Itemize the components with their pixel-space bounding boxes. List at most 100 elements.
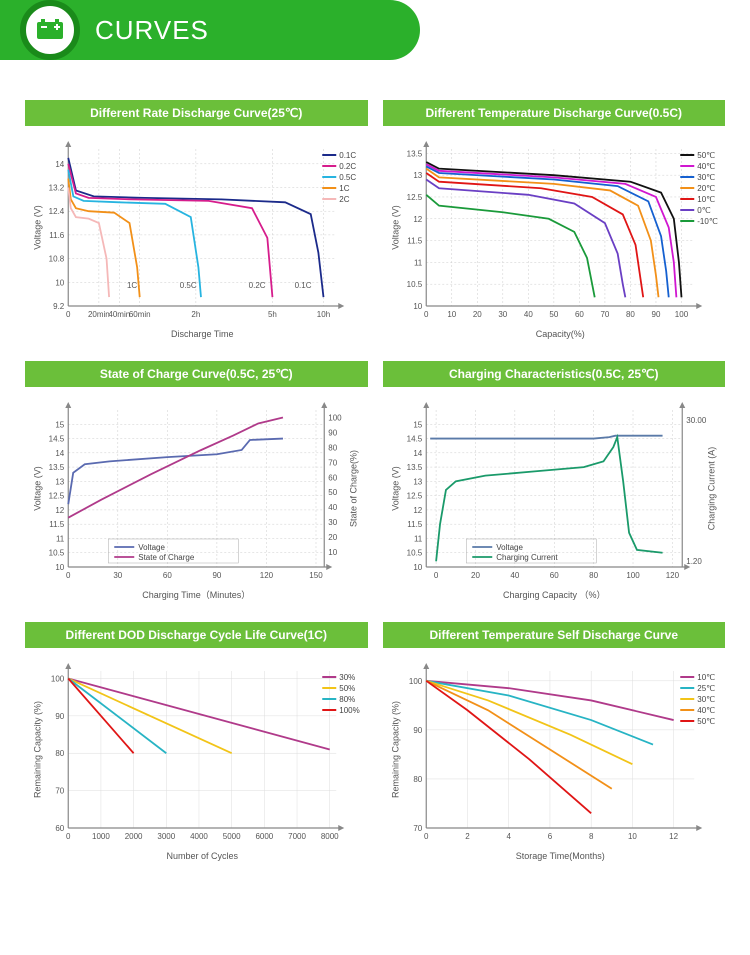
svg-text:14.5: 14.5 [49, 435, 65, 444]
svg-text:100%: 100% [339, 706, 359, 715]
svg-text:60: 60 [574, 310, 583, 319]
svg-text:2: 2 [465, 832, 470, 841]
svg-text:10.8: 10.8 [49, 255, 65, 264]
svg-text:10: 10 [328, 548, 337, 557]
svg-text:20: 20 [472, 310, 481, 319]
svg-text:11.5: 11.5 [407, 520, 423, 529]
svg-text:13.2: 13.2 [49, 184, 65, 193]
svg-text:20min: 20min [88, 310, 110, 319]
svg-text:10℃: 10℃ [697, 195, 715, 204]
svg-text:50: 50 [549, 310, 558, 319]
svg-text:10: 10 [55, 563, 64, 572]
svg-text:80: 80 [413, 775, 422, 784]
svg-text:Remaining Capacity (%): Remaining Capacity (%) [32, 701, 42, 798]
svg-text:Remaining Capacity (%): Remaining Capacity (%) [390, 701, 400, 798]
svg-text:11: 11 [413, 258, 422, 267]
svg-text:Charging Current (A): Charging Current (A) [706, 447, 716, 531]
svg-text:15: 15 [413, 420, 422, 429]
svg-text:1C: 1C [127, 281, 137, 290]
svg-text:11.5: 11.5 [49, 520, 65, 529]
svg-text:14: 14 [55, 449, 64, 458]
svg-text:25℃: 25℃ [697, 684, 715, 693]
svg-text:80: 80 [55, 749, 64, 758]
svg-text:100: 100 [328, 413, 342, 422]
svg-text:90: 90 [55, 712, 64, 721]
svg-text:90: 90 [328, 428, 337, 437]
svg-text:Storage Time(Months): Storage Time(Months) [515, 851, 604, 861]
svg-text:11: 11 [413, 534, 422, 543]
svg-text:Voltage (V): Voltage (V) [390, 205, 400, 250]
svg-text:30℃: 30℃ [697, 173, 715, 182]
svg-text:8: 8 [588, 832, 593, 841]
svg-text:12.5: 12.5 [406, 193, 422, 202]
chart-title: Different Temperature Self Discharge Cur… [383, 622, 726, 648]
svg-text:60: 60 [55, 824, 64, 833]
svg-text:Voltage (V): Voltage (V) [390, 466, 400, 511]
page-header: CURVES [0, 0, 420, 60]
svg-text:10.5: 10.5 [49, 549, 65, 558]
svg-text:10: 10 [55, 278, 64, 287]
svg-text:15: 15 [55, 420, 64, 429]
svg-text:2h: 2h [191, 310, 200, 319]
svg-text:12: 12 [55, 506, 64, 515]
svg-text:11: 11 [56, 534, 65, 543]
svg-text:40min: 40min [108, 310, 130, 319]
chart-panel: Charging Characteristics(0.5C, 25℃)1010.… [383, 361, 726, 602]
svg-text:5000: 5000 [223, 832, 241, 841]
svg-text:State of Charge(%): State of Charge(%) [348, 450, 358, 527]
svg-text:50℃: 50℃ [697, 717, 715, 726]
svg-text:60: 60 [163, 571, 172, 580]
chart-panel: Different DOD Discharge Cycle Life Curve… [25, 622, 368, 863]
svg-text:60: 60 [549, 571, 558, 580]
svg-text:13: 13 [413, 171, 422, 180]
svg-text:4000: 4000 [190, 832, 208, 841]
svg-text:120: 120 [665, 571, 679, 580]
svg-text:11.5: 11.5 [407, 237, 423, 246]
svg-text:30%: 30% [339, 673, 355, 682]
svg-text:10: 10 [627, 832, 636, 841]
svg-text:14: 14 [55, 160, 64, 169]
svg-text:0: 0 [433, 571, 438, 580]
svg-text:Capacity(%): Capacity(%) [535, 329, 584, 339]
chart-panel: Different Rate Discharge Curve(25℃)9.210… [25, 100, 368, 341]
svg-text:0: 0 [424, 310, 429, 319]
chart-title: State of Charge Curve(0.5C, 25℃) [25, 361, 368, 387]
svg-text:30: 30 [113, 571, 122, 580]
svg-text:80: 80 [328, 443, 337, 452]
svg-text:12: 12 [413, 506, 422, 515]
svg-text:0.1C: 0.1C [295, 281, 312, 290]
svg-text:0: 0 [424, 832, 429, 841]
svg-text:3000: 3000 [157, 832, 175, 841]
svg-text:5h: 5h [268, 310, 277, 319]
svg-text:100: 100 [408, 677, 422, 686]
svg-text:30℃: 30℃ [697, 695, 715, 704]
svg-text:2C: 2C [339, 195, 349, 204]
svg-text:Charging Current: Charging Current [496, 553, 558, 562]
svg-text:12.5: 12.5 [49, 492, 65, 501]
svg-text:8000: 8000 [321, 832, 339, 841]
svg-text:0.2C: 0.2C [249, 281, 266, 290]
svg-text:0.5C: 0.5C [180, 281, 197, 290]
chart-title: Different Temperature Discharge Curve(0.… [383, 100, 726, 126]
chart-panel: Different Temperature Self Discharge Cur… [383, 622, 726, 863]
svg-text:0: 0 [66, 832, 71, 841]
svg-text:Voltage (V): Voltage (V) [32, 205, 42, 250]
svg-text:12.4: 12.4 [49, 207, 65, 216]
svg-text:4: 4 [506, 832, 511, 841]
svg-text:-10℃: -10℃ [697, 217, 718, 226]
page-title: CURVES [95, 15, 209, 46]
svg-text:100: 100 [674, 310, 688, 319]
svg-text:6: 6 [547, 832, 552, 841]
svg-text:Voltage: Voltage [496, 543, 523, 552]
battery-icon [20, 0, 80, 60]
svg-text:20: 20 [471, 571, 480, 580]
svg-text:12.5: 12.5 [406, 492, 422, 501]
svg-text:60min: 60min [129, 310, 151, 319]
svg-text:60: 60 [328, 473, 337, 482]
svg-text:0.5C: 0.5C [339, 173, 356, 182]
svg-text:50: 50 [328, 488, 337, 497]
svg-text:14: 14 [413, 449, 422, 458]
svg-text:50%: 50% [339, 684, 355, 693]
chart-panel: Different Temperature Discharge Curve(0.… [383, 100, 726, 341]
svg-text:State of Charge: State of Charge [138, 553, 195, 562]
